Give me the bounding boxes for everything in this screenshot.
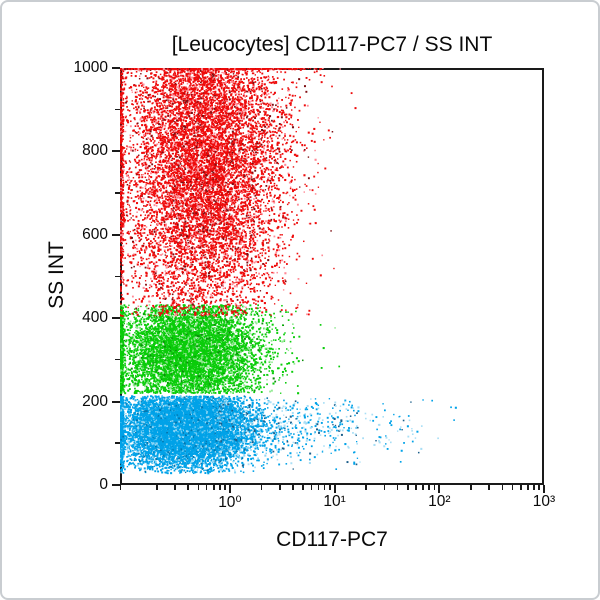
- x-minor-tick: [174, 485, 176, 490]
- x-minor-tick: [422, 485, 424, 490]
- y-tick-label: 600: [82, 225, 108, 243]
- y-axis-label: SS INT: [45, 241, 68, 309]
- x-minor-tick: [279, 485, 281, 490]
- y-major-tick: [112, 484, 120, 486]
- y-major-tick: [112, 400, 120, 403]
- scatter-dots-canvas: [120, 68, 544, 485]
- x-tick-label: 10¹: [323, 493, 346, 510]
- x-minor-tick: [212, 485, 215, 490]
- x-major-tick: [228, 485, 231, 493]
- x-minor-tick: [119, 485, 122, 490]
- x-minor-tick: [488, 485, 491, 490]
- x-minor-tick: [365, 485, 367, 490]
- y-tick-label: 1000: [73, 59, 108, 76]
- x-minor-tick: [526, 485, 529, 490]
- x-minor-tick: [470, 485, 472, 490]
- x-minor-tick: [205, 485, 208, 490]
- y-major-tick: [112, 150, 120, 153]
- x-minor-tick: [396, 485, 399, 490]
- x-major-tick: [333, 485, 336, 493]
- y-tick-label: 200: [82, 392, 108, 410]
- plot-area: [120, 68, 544, 485]
- x-minor-tick: [538, 485, 540, 490]
- y-major-tick: [112, 317, 120, 320]
- y-minor-tick: [115, 442, 120, 444]
- x-minor-tick: [383, 485, 386, 490]
- x-minor-tick: [197, 485, 200, 490]
- x-minor-tick: [329, 485, 331, 490]
- x-minor-tick: [187, 485, 190, 490]
- x-minor-tick: [433, 485, 436, 490]
- x-minor-tick: [302, 485, 304, 490]
- x-minor-tick: [224, 485, 226, 490]
- y-major-tick: [112, 67, 120, 69]
- x-minor-tick: [310, 485, 313, 490]
- y-minor-tick: [115, 108, 120, 111]
- y-tick-label: 800: [82, 142, 108, 160]
- x-minor-tick: [501, 485, 504, 490]
- x-minor-tick: [519, 485, 522, 490]
- x-axis-label: CD117-PC7: [276, 528, 388, 551]
- x-minor-tick: [323, 485, 326, 490]
- y-tick-label: 400: [82, 309, 108, 327]
- x-minor-tick: [406, 485, 409, 490]
- x-minor-tick: [218, 485, 221, 490]
- x-major-tick: [543, 485, 545, 493]
- x-tick-label: 10³: [532, 493, 556, 510]
- x-minor-tick: [260, 485, 263, 490]
- x-minor-tick: [428, 485, 430, 490]
- x-tick-label: 10²: [428, 493, 451, 510]
- x-minor-tick: [155, 485, 158, 490]
- x-tick-label: 10⁰: [218, 494, 242, 511]
- x-minor-tick: [415, 485, 417, 490]
- y-minor-tick: [115, 275, 120, 278]
- y-tick-label: 0: [99, 476, 108, 493]
- x-minor-tick: [533, 485, 535, 490]
- y-minor-tick: [115, 358, 120, 361]
- x-major-tick: [438, 485, 441, 493]
- x-minor-tick: [511, 485, 514, 490]
- y-major-tick: [112, 233, 120, 236]
- y-minor-tick: [115, 192, 120, 194]
- x-minor-tick: [317, 485, 320, 490]
- chart-title: [Leucocytes] CD117-PC7 / SS INT: [171, 33, 493, 56]
- x-minor-tick: [292, 485, 294, 490]
